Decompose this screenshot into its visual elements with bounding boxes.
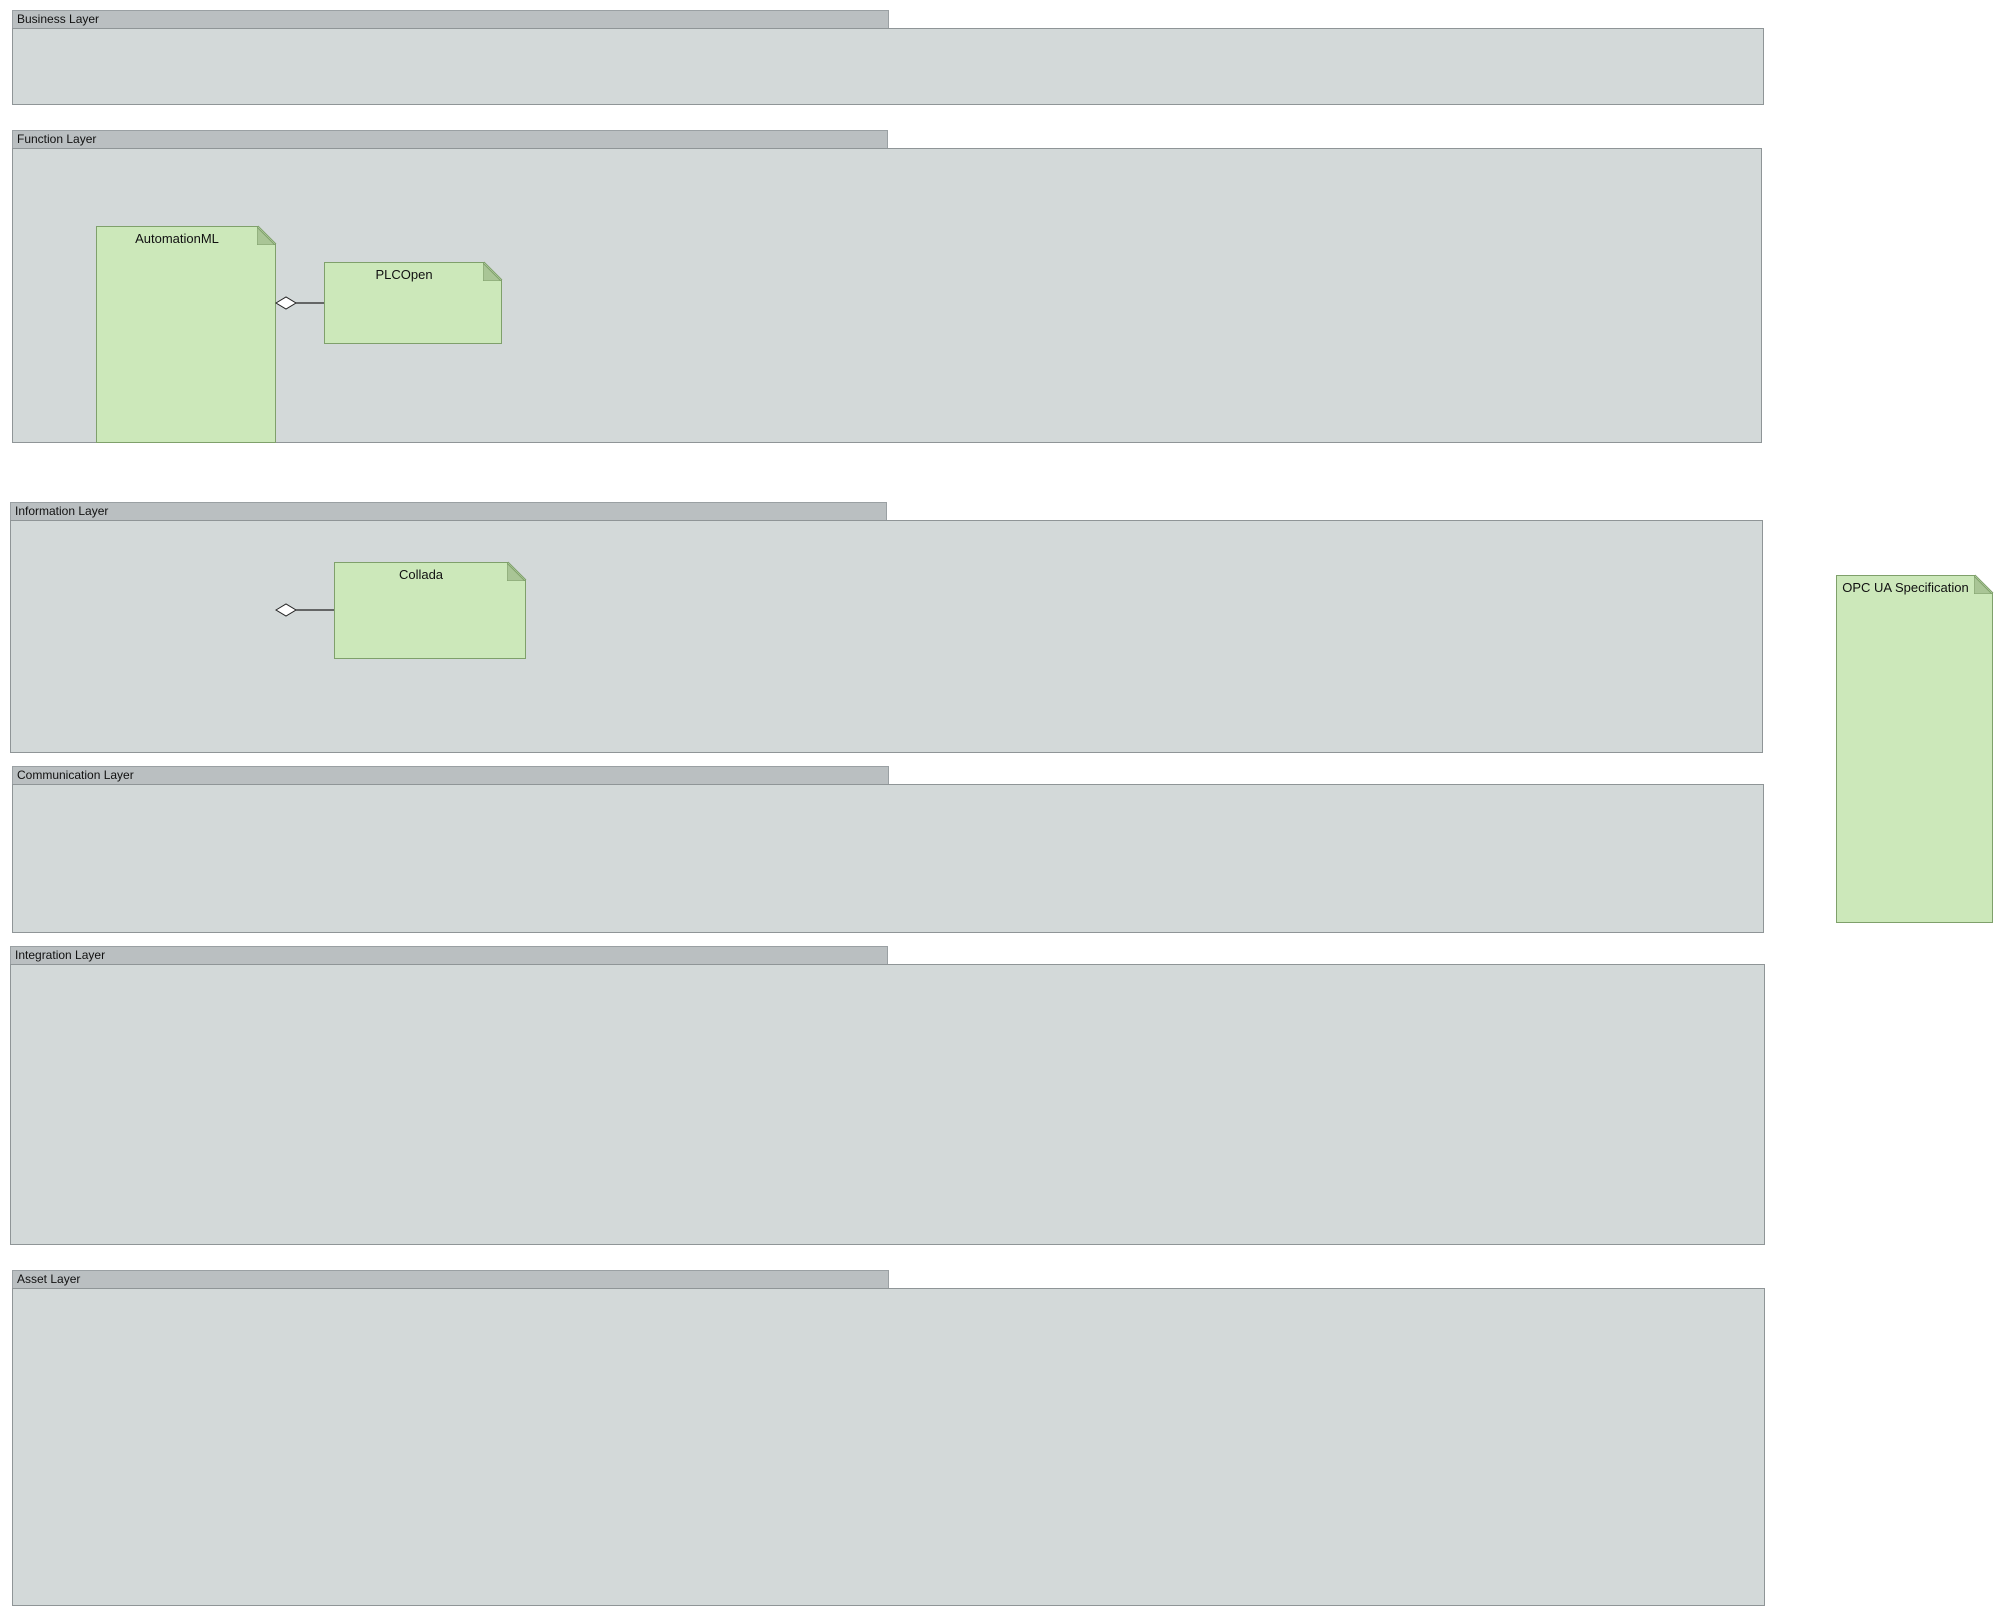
plcopen-artifact[interactable]: PLCOpen — [324, 262, 502, 344]
information-layer-tab[interactable]: Information Layer — [10, 502, 887, 520]
business-layer-title: Business Layer — [17, 12, 100, 26]
asset-layer[interactable] — [12, 1288, 1765, 1606]
integration-layer-title: Integration Layer — [15, 948, 106, 962]
collada-artifact[interactable]: Collada — [334, 562, 526, 659]
integration-layer-tab[interactable]: Integration Layer — [10, 946, 888, 964]
opcua-label: OPC UA Specification — [1842, 580, 1969, 595]
automationml-label: AutomationML — [135, 231, 219, 246]
asset-layer-title: Asset Layer — [17, 1272, 81, 1286]
business-layer-tab[interactable]: Business Layer — [12, 10, 889, 28]
asset-layer-tab[interactable]: Asset Layer — [12, 1270, 889, 1288]
information-layer-title: Information Layer — [15, 504, 109, 518]
automationml-artifact[interactable]: AutomationML — [96, 226, 276, 443]
function-layer[interactable] — [12, 148, 1762, 443]
opcua-artifact[interactable]: OPC UA Specification — [1836, 575, 1993, 923]
plcopen-label: PLCOpen — [375, 267, 433, 282]
folded-corner-icon — [1974, 576, 1992, 594]
business-layer[interactable] — [12, 28, 1764, 105]
function-layer-tab[interactable]: Function Layer — [12, 130, 888, 148]
communication-layer[interactable] — [12, 784, 1764, 933]
integration-layer[interactable] — [10, 964, 1765, 1245]
information-layer[interactable] — [10, 520, 1763, 753]
collada-label: Collada — [398, 567, 444, 582]
communication-layer-title: Communication Layer — [17, 768, 134, 782]
function-layer-title: Function Layer — [17, 132, 97, 146]
communication-layer-tab[interactable]: Communication Layer — [12, 766, 889, 784]
